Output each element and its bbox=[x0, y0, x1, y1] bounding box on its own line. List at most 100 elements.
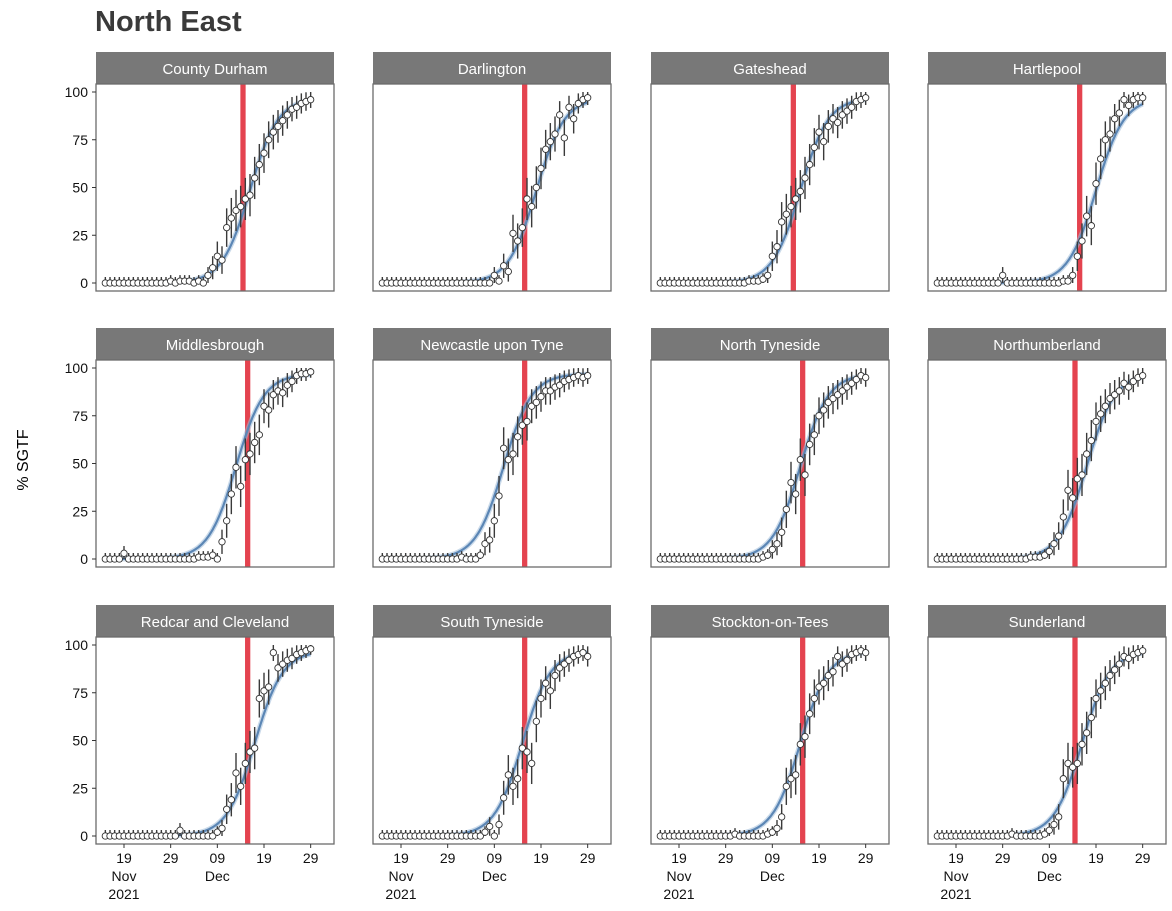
data-point bbox=[1111, 391, 1119, 399]
data-point bbox=[509, 229, 517, 237]
panel-border bbox=[650, 83, 890, 292]
y-tick-label: 100 bbox=[65, 637, 89, 653]
panel: Newcastle upon Tyne bbox=[372, 328, 612, 568]
fit-ribbon bbox=[660, 650, 866, 839]
data-point bbox=[773, 243, 781, 251]
data-point bbox=[227, 490, 235, 498]
panel-title: County Durham bbox=[162, 61, 267, 78]
data-point bbox=[232, 463, 240, 471]
x-tick-month: Dec bbox=[205, 868, 230, 884]
data-point bbox=[1041, 830, 1049, 838]
panel-strip bbox=[928, 328, 1166, 360]
panel-strip bbox=[928, 605, 1166, 637]
data-point bbox=[213, 555, 221, 563]
panel: Middlesbrough 0 25 50 75 100 bbox=[65, 328, 335, 568]
data-point bbox=[829, 115, 837, 123]
data-point bbox=[1097, 155, 1105, 163]
data-point bbox=[1097, 687, 1105, 695]
x-tick-month: Nov bbox=[112, 868, 137, 884]
fit-ribbon bbox=[382, 650, 588, 839]
data-point bbox=[1115, 660, 1123, 668]
panel-strip bbox=[651, 605, 889, 637]
data-point bbox=[787, 775, 795, 783]
panel-border bbox=[372, 83, 612, 292]
data-point bbox=[764, 271, 772, 280]
fit-ribbon bbox=[937, 374, 1144, 562]
data-point bbox=[1087, 713, 1095, 722]
panel-border bbox=[650, 636, 890, 845]
y-tick-label: 100 bbox=[65, 84, 89, 100]
data-point bbox=[495, 492, 503, 500]
panel-border bbox=[95, 83, 335, 292]
data-point bbox=[560, 660, 568, 668]
data-point bbox=[1078, 471, 1086, 479]
data-point bbox=[1125, 101, 1133, 110]
data-point bbox=[1069, 271, 1077, 280]
panel: Gateshead bbox=[650, 52, 890, 292]
data-point bbox=[565, 103, 573, 111]
data-point bbox=[1064, 486, 1072, 494]
data-point bbox=[476, 551, 484, 559]
data-point bbox=[283, 111, 291, 119]
data-point bbox=[1115, 387, 1123, 395]
data-point bbox=[1083, 450, 1091, 458]
data-point bbox=[251, 174, 259, 182]
data-point bbox=[232, 769, 240, 777]
data-point bbox=[532, 398, 540, 407]
intro-band bbox=[245, 360, 251, 567]
data-point bbox=[759, 275, 767, 283]
data-point bbox=[1087, 222, 1095, 230]
data-point bbox=[994, 279, 1002, 287]
data-point bbox=[265, 406, 273, 414]
data-point bbox=[546, 138, 554, 146]
data-point bbox=[834, 391, 842, 399]
panel: County Durham 0 25 50 75 100 bbox=[65, 52, 335, 292]
panel-strip bbox=[373, 328, 611, 360]
data-point bbox=[801, 174, 809, 182]
data-point bbox=[274, 664, 282, 672]
data-point bbox=[1125, 654, 1133, 663]
data-point bbox=[260, 687, 268, 695]
data-point bbox=[1101, 136, 1109, 144]
data-point bbox=[251, 744, 259, 752]
x-tick-label: 09 bbox=[765, 850, 781, 866]
data-point bbox=[584, 652, 592, 661]
data-point bbox=[551, 671, 559, 680]
y-tick-label: 100 bbox=[65, 360, 89, 376]
data-point bbox=[171, 832, 179, 840]
data-point bbox=[815, 412, 823, 420]
data-point bbox=[528, 402, 536, 410]
x-tick-month: Nov bbox=[389, 868, 414, 884]
data-point bbox=[838, 660, 846, 668]
data-point bbox=[782, 782, 790, 790]
panel-border bbox=[372, 359, 612, 568]
data-point bbox=[546, 687, 554, 695]
x-tick-label: 19 bbox=[533, 850, 549, 866]
panel-title: Hartlepool bbox=[1013, 61, 1081, 78]
intro-band bbox=[1072, 637, 1078, 844]
x-tick-label: 29 bbox=[858, 850, 874, 866]
data-point bbox=[768, 252, 776, 260]
data-point bbox=[1078, 237, 1086, 245]
x-tick-label: 29 bbox=[303, 850, 319, 866]
data-point bbox=[279, 389, 287, 397]
data-point bbox=[1092, 180, 1100, 188]
y-tick-label: 25 bbox=[72, 780, 88, 796]
data-point bbox=[1101, 679, 1109, 687]
x-tick-year: 2021 bbox=[940, 886, 971, 902]
data-point bbox=[862, 373, 870, 382]
data-point bbox=[764, 551, 772, 559]
data-point bbox=[518, 421, 526, 429]
y-tick-label: 25 bbox=[72, 227, 88, 243]
data-point bbox=[472, 555, 480, 563]
data-point bbox=[528, 759, 536, 768]
data-point bbox=[293, 103, 301, 111]
data-point bbox=[556, 381, 564, 389]
data-point bbox=[209, 264, 217, 272]
data-point bbox=[542, 679, 550, 687]
data-point bbox=[843, 656, 851, 664]
x-tick-month: Nov bbox=[667, 868, 692, 884]
data-point bbox=[255, 160, 263, 169]
data-point bbox=[481, 540, 489, 548]
data-point bbox=[1111, 666, 1119, 674]
